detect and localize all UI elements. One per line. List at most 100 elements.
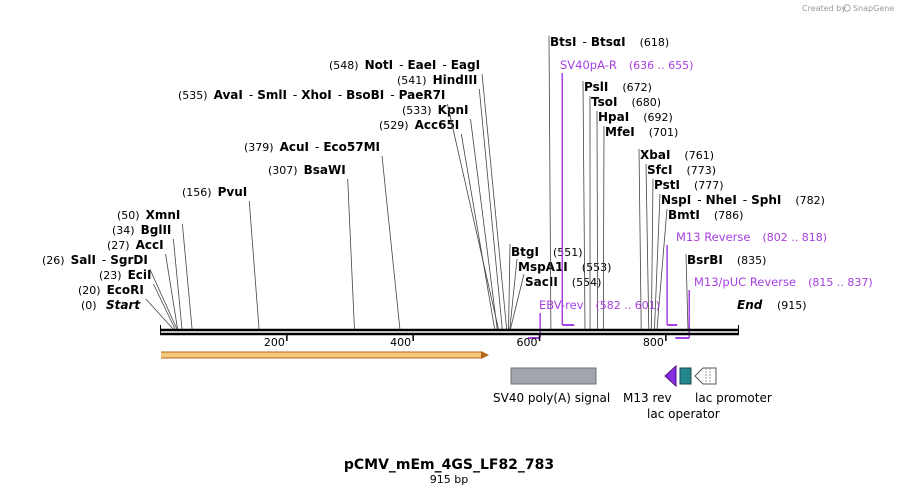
site-tsoi: TsoI (680) (589, 95, 661, 330)
site-acui: (379) AcuI - Eco57MI (244, 140, 401, 330)
site-mfei: MfeI (701) (602, 125, 679, 330)
site-separator: - (743, 193, 747, 207)
site-name: BsaWI (304, 163, 346, 177)
start-position: (0) (81, 299, 97, 312)
lac-operator-box (679, 367, 692, 385)
site-separator: - (293, 88, 297, 102)
site-position: (156) (182, 186, 212, 199)
snapgene-brand: SnapGene (853, 4, 894, 13)
site-position: (786) (714, 209, 744, 222)
site-leader (654, 193, 661, 330)
tick-label-400: 400 (390, 336, 411, 349)
site-name: SgrDI (110, 253, 148, 267)
site-position: (554) (572, 276, 602, 289)
primer-sv40pa-r: SV40pA-R (636 .. 655) (560, 58, 693, 326)
site-position: (672) (622, 81, 652, 94)
site-separator: - (583, 35, 587, 49)
site-position: (20) (78, 284, 101, 297)
m13-rev-label: M13 rev (623, 391, 672, 405)
site-name: AvaI (214, 88, 243, 102)
primer-range: (582 .. 601) (596, 299, 661, 312)
site-name: HpaI (598, 110, 629, 124)
tick-label-200: 200 (264, 336, 285, 349)
site-leader (685, 253, 689, 330)
site-xbai: XbaI (761) (638, 148, 714, 330)
site-name: BmtI (668, 208, 700, 222)
site-position: (535) (178, 89, 208, 102)
site-name: AcuI (280, 140, 309, 154)
site-position: (701) (649, 126, 679, 139)
site-acci: (27) AccI (107, 238, 178, 330)
site-leader (181, 223, 193, 330)
primer-ebv-rev: EBV-rev (582 .. 601) (528, 298, 661, 339)
site-leader (481, 73, 508, 330)
site-separator: - (338, 88, 342, 102)
site-bglii: (34) BglII (112, 223, 183, 330)
site-leader (478, 88, 503, 330)
site-separator: - (399, 58, 403, 72)
site-name: MfeI (605, 125, 635, 139)
site-name: BsoBI (346, 88, 384, 102)
site-position: (23) (99, 269, 122, 282)
site-name: HindIII (433, 73, 478, 87)
primer-range: (815 .. 837) (808, 276, 873, 289)
m13-rev-arrow (664, 364, 677, 388)
snapgene-logo: SnapGene (843, 4, 894, 13)
site-sfci: SfcI (773) (645, 163, 716, 330)
site-name: TsoI (591, 95, 617, 109)
site-position: (761) (684, 149, 714, 162)
site-name: EagI (451, 58, 480, 72)
site-leader (153, 283, 176, 330)
site-position: (34) (112, 224, 135, 237)
site-position: (548) (329, 59, 359, 72)
site-leader (582, 80, 586, 330)
site-name: PslI (584, 80, 608, 94)
site-leader (602, 125, 605, 330)
site-leader (510, 273, 525, 330)
site-bsawi: (307) BsaWI (268, 163, 355, 330)
site-position: (782) (795, 194, 825, 207)
site-position: (618) (640, 36, 670, 49)
site-leader (645, 163, 650, 330)
site-name: SphI (751, 193, 781, 207)
site-position: (541) (397, 74, 427, 87)
site-noti: (548) NotI - EaeI - EagI (329, 58, 508, 330)
site-name: SmlI (257, 88, 287, 102)
site-leader (638, 148, 642, 330)
site-name: XhoI (301, 88, 332, 102)
site-name: NspI (661, 193, 691, 207)
scale-ticks: 200 400 600 800 (264, 335, 667, 349)
site-pvui: (156) PvuI (182, 185, 260, 330)
site-name: SalI (71, 253, 96, 267)
site-name: EaeI (407, 58, 436, 72)
site-name: NotI (365, 58, 394, 72)
site-bmti: BmtI (786) (656, 208, 744, 330)
site-leader (165, 253, 178, 330)
plasmid-size: 915 bp (430, 473, 468, 486)
lac-promoter-arrow (694, 367, 717, 385)
sv40-polya-box (510, 367, 597, 385)
site-position: (551) (553, 246, 583, 259)
site-separator: - (390, 88, 394, 102)
primer-bindings: SV40pA-R (636 .. 655)EBV-rev (582 .. 601)M… (528, 58, 873, 339)
site-leader (656, 208, 668, 330)
site-leader (596, 110, 599, 330)
site-ecii: (23) EciI (99, 268, 176, 330)
site-name: PvuI (218, 185, 248, 199)
feature-sv40-polya: SV40 poly(A) signal (493, 367, 610, 405)
site-leader (447, 103, 499, 330)
site-leader (509, 258, 518, 330)
site-btgi: BtgI (551) (508, 243, 583, 330)
site-name: PstI (654, 178, 680, 192)
site-position: (533) (402, 104, 432, 117)
feature-lac-promoter: lac promoter (694, 367, 772, 405)
site-xmni: (50) XmnI (117, 208, 193, 330)
tick-label-800: 800 (643, 336, 664, 349)
site-position: (27) (107, 239, 130, 252)
site-nspi: NspI - NheI - SphI (782) (654, 193, 825, 330)
site-name: KpnI (438, 103, 469, 117)
site-separator: - (315, 140, 319, 154)
site-position: (680) (631, 96, 661, 109)
site-avai: (535) AvaI - SmlI - XhoI - BsoBI - PaeR7I (178, 88, 499, 330)
site-leader (548, 35, 552, 330)
